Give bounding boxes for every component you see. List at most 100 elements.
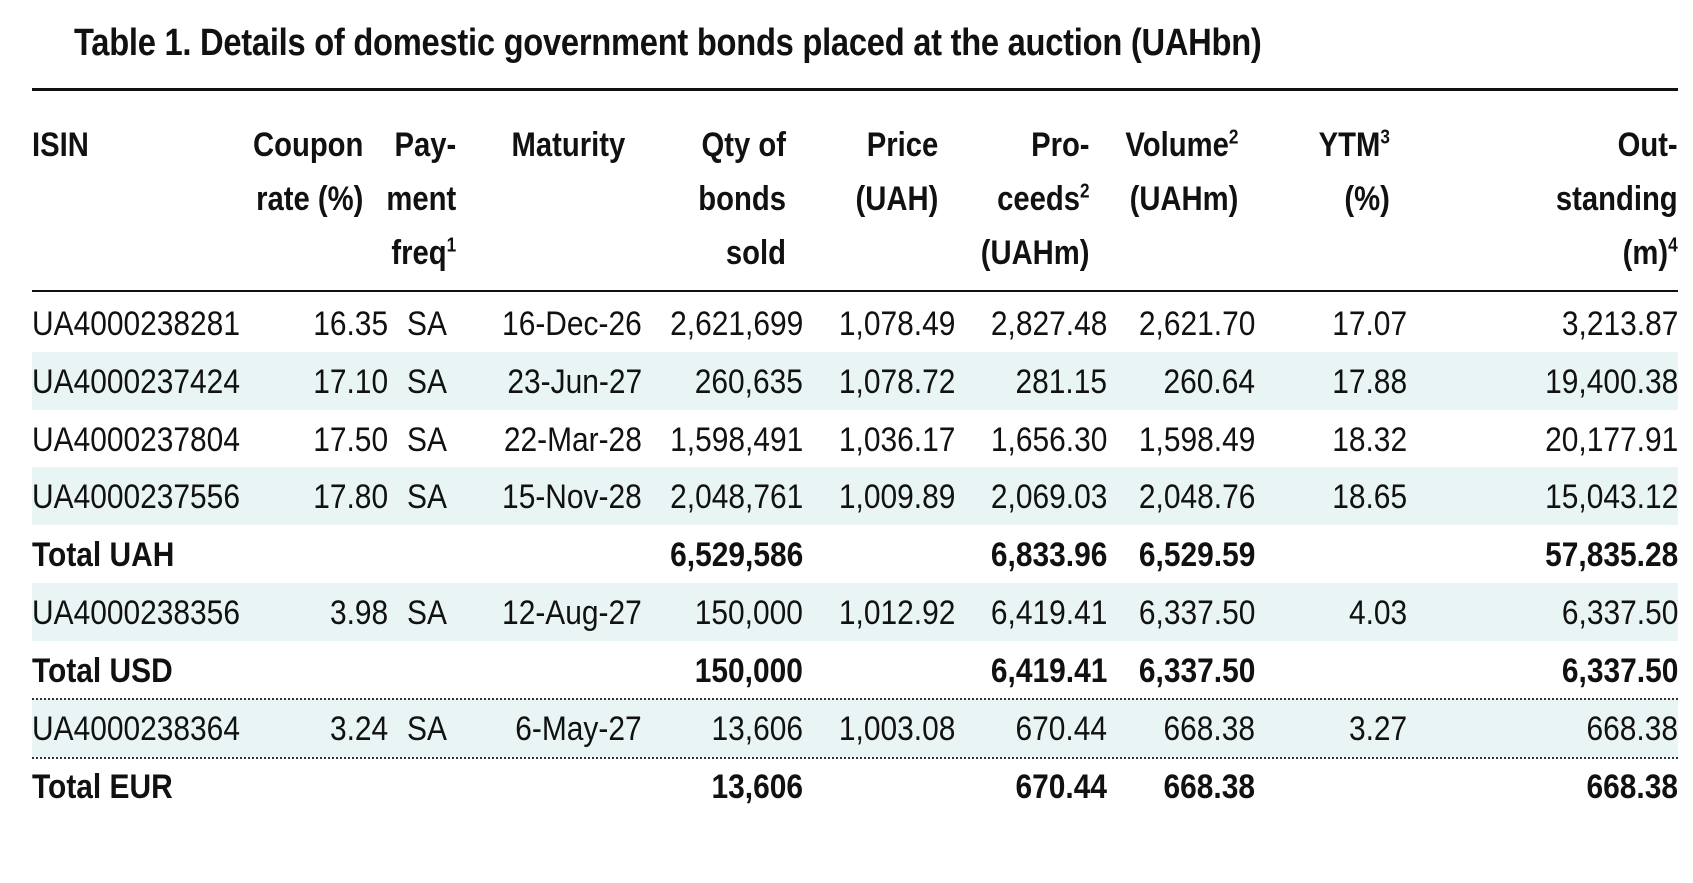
cell-isin: Total EUR xyxy=(32,768,173,806)
cell-qty: 150,000 xyxy=(694,652,803,690)
cell-isin: UA4000238281 xyxy=(32,305,240,343)
cell-isin: UA4000237424 xyxy=(32,363,240,401)
cell-volume: 1,598.49 xyxy=(1138,421,1255,459)
cell-isin: UA4000237556 xyxy=(32,478,240,516)
table-row: UA4000238364 3.24 SA 6-May-27 13,606 1,003.08… xyxy=(32,699,1678,757)
header-volume: Volume2 (UAHm) xyxy=(1124,126,1238,218)
cell-ytm: 3.27 xyxy=(1348,710,1407,748)
cell-qty: 13,606 xyxy=(711,768,803,806)
cell-maturity: 15-Nov-28 xyxy=(502,478,642,516)
cell-freq: SA xyxy=(407,710,447,748)
cell-price: 1,012.92 xyxy=(838,594,955,632)
cell-outstanding: 6,337.50 xyxy=(1561,652,1678,690)
cell-isin: UA4000238356 xyxy=(32,594,240,632)
cell-coupon: 3.98 xyxy=(329,594,388,632)
total-row: Total EUR 13,606 670.44 668.38 668.38 xyxy=(32,757,1678,815)
header-ytm: YTM3 (%) xyxy=(1318,126,1390,218)
cell-outstanding: 57,835.28 xyxy=(1544,536,1678,574)
cell-volume: 668.38 xyxy=(1163,710,1255,748)
cell-freq: SA xyxy=(407,305,447,343)
cell-price: 1,078.72 xyxy=(838,363,955,401)
cell-qty: 2,621,699 xyxy=(669,305,803,343)
header-proceeds: Pro- ceeds2 (UAHm) xyxy=(981,126,1090,272)
header-payment-freq: Pay-ment freq1 xyxy=(386,126,456,272)
cell-price: 1,009.89 xyxy=(838,478,955,516)
cell-qty: 13,606 xyxy=(711,710,803,748)
cell-coupon: 16.35 xyxy=(313,305,388,343)
cell-proceeds: 6,419.41 xyxy=(990,652,1107,690)
cell-freq: SA xyxy=(407,363,447,401)
header-qty: Qty of bonds sold xyxy=(698,126,786,272)
header-coupon: Coupon rate (%) xyxy=(252,126,363,218)
cell-proceeds: 670.44 xyxy=(1015,768,1107,806)
header-isin: ISIN xyxy=(32,126,89,164)
top-rule xyxy=(32,88,1678,91)
cell-ytm: 17.07 xyxy=(1332,305,1407,343)
table-row: UA4000237556 17.80 SA 15-Nov-28 2,048,761 1,0… xyxy=(32,467,1678,525)
table-row: UA4000238281 16.35 SA 16-Dec-26 2,621,699 1,0… xyxy=(32,294,1678,352)
cell-proceeds: 670.44 xyxy=(1015,710,1107,748)
cell-ytm: 18.65 xyxy=(1332,478,1407,516)
cell-proceeds: 281.15 xyxy=(1015,363,1107,401)
cell-outstanding: 15,043.12 xyxy=(1544,478,1678,516)
cell-freq: SA xyxy=(407,421,447,459)
cell-coupon: 17.80 xyxy=(313,478,388,516)
table-row: UA4000238356 3.98 SA 12-Aug-27 150,000 1,012.… xyxy=(32,583,1678,641)
cell-price: 1,003.08 xyxy=(838,710,955,748)
cell-coupon: 3.24 xyxy=(329,710,388,748)
cell-volume: 6,337.50 xyxy=(1138,652,1255,690)
cell-outstanding: 19,400.38 xyxy=(1544,363,1678,401)
cell-volume: 6,337.50 xyxy=(1138,594,1255,632)
cell-isin: UA4000238364 xyxy=(32,710,240,748)
cell-outstanding: 6,337.50 xyxy=(1561,594,1678,632)
total-row: Total USD 150,000 6,419.41 6,337.50 6,337.50 xyxy=(32,641,1678,699)
cell-maturity: 12-Aug-27 xyxy=(502,594,642,632)
total-row: Total UAH 6,529,586 6,833.96 6,529.59 57,835… xyxy=(32,525,1678,583)
cell-proceeds: 2,069.03 xyxy=(990,478,1107,516)
cell-qty: 150,000 xyxy=(694,594,803,632)
cell-outstanding: 668.38 xyxy=(1586,768,1678,806)
header-maturity: Maturity xyxy=(511,126,625,164)
cell-maturity: 16-Dec-26 xyxy=(502,305,642,343)
cell-maturity: 23-Jun-27 xyxy=(507,363,642,401)
cell-volume: 6,529.59 xyxy=(1138,536,1255,574)
cell-outstanding: 668.38 xyxy=(1586,710,1678,748)
cell-proceeds: 6,833.96 xyxy=(990,536,1107,574)
header-price: Price (UAH) xyxy=(855,126,938,218)
cell-volume: 260.64 xyxy=(1163,363,1255,401)
cell-qty: 260,635 xyxy=(694,363,803,401)
cell-qty: 6,529,586 xyxy=(669,536,803,574)
cell-isin: Total USD xyxy=(32,652,173,690)
cell-freq: SA xyxy=(407,478,447,516)
cell-ytm: 17.88 xyxy=(1332,363,1407,401)
cell-proceeds: 1,656.30 xyxy=(990,421,1107,459)
cell-volume: 2,048.76 xyxy=(1138,478,1255,516)
cell-proceeds: 2,827.48 xyxy=(990,305,1107,343)
table-row: UA4000237804 17.50 SA 22-Mar-28 1,598,491 1,0… xyxy=(32,410,1678,468)
cell-volume: 668.38 xyxy=(1163,768,1255,806)
table-row: UA4000237424 17.10 SA 23-Jun-27 260,635 1,078… xyxy=(32,352,1678,410)
cell-price: 1,036.17 xyxy=(838,421,955,459)
dotted-separator-eur xyxy=(32,757,1678,759)
cell-isin: UA4000237804 xyxy=(32,421,240,459)
cell-maturity: 22-Mar-28 xyxy=(503,421,642,459)
cell-ytm: 4.03 xyxy=(1348,594,1407,632)
cell-volume: 2,621.70 xyxy=(1138,305,1255,343)
cell-qty: 2,048,761 xyxy=(669,478,803,516)
cell-isin: Total UAH xyxy=(32,536,175,574)
cell-freq: SA xyxy=(407,594,447,632)
cell-maturity: 6-May-27 xyxy=(515,710,642,748)
header-rule xyxy=(32,290,1678,292)
cell-price: 1,078.49 xyxy=(838,305,955,343)
cell-outstanding: 3,213.87 xyxy=(1561,305,1678,343)
cell-outstanding: 20,177.91 xyxy=(1544,421,1678,459)
cell-ytm: 18.32 xyxy=(1332,421,1407,459)
header-outstanding: Out- standing (m)4 xyxy=(1556,126,1678,272)
cell-qty: 1,598,491 xyxy=(669,421,803,459)
table-title: Table 1. Details of domestic government … xyxy=(74,22,1262,64)
cell-coupon: 17.50 xyxy=(313,421,388,459)
cell-proceeds: 6,419.41 xyxy=(990,594,1107,632)
cell-coupon: 17.10 xyxy=(313,363,388,401)
dotted-separator-usd xyxy=(32,698,1678,700)
